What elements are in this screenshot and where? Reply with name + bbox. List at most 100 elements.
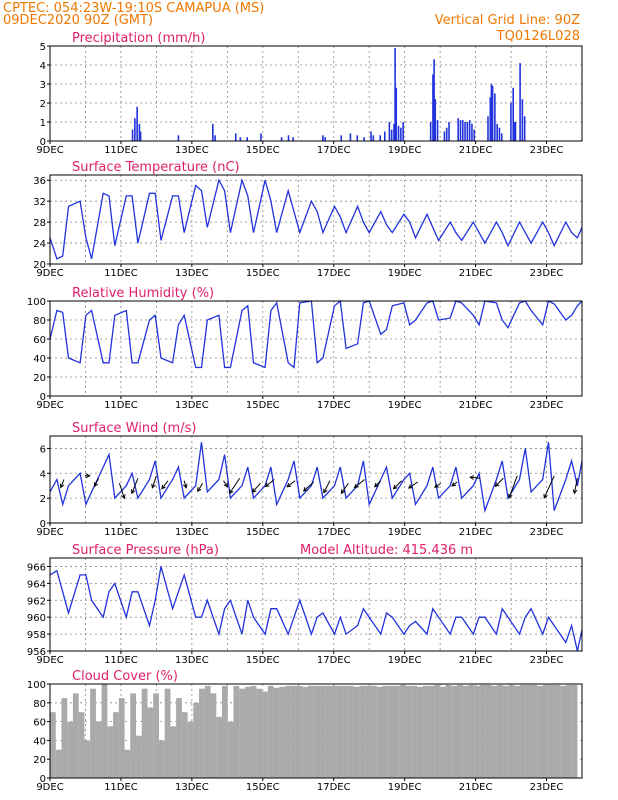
precip-bar bbox=[139, 131, 142, 141]
precip-bar bbox=[514, 122, 517, 141]
cloud-bar bbox=[124, 749, 131, 778]
x-tick-label: 21DEC bbox=[459, 268, 493, 279]
wind-arrow bbox=[131, 478, 139, 494]
cloud-bar bbox=[199, 688, 205, 778]
x-tick-label: 23DEC bbox=[530, 268, 564, 279]
wind-arrow bbox=[197, 482, 204, 492]
precip-bar bbox=[443, 131, 446, 141]
wind-arrow-head bbox=[264, 482, 270, 488]
precip-bar bbox=[177, 135, 180, 141]
x-tick-label: 17DEC bbox=[317, 145, 351, 156]
cloud-bar bbox=[348, 685, 354, 778]
y-tick-label: 2 bbox=[40, 494, 46, 505]
cloud-bar bbox=[67, 721, 73, 778]
panel-frame bbox=[49, 45, 583, 142]
precip-bar bbox=[379, 135, 382, 141]
y-tick-label: 20 bbox=[33, 373, 46, 384]
x-tick-label: 19DEC bbox=[388, 782, 422, 793]
x-tick-label: 15DEC bbox=[246, 400, 280, 411]
panel-5: 0 20 40 60 80 100 9DEC 11DEC 13DEC 15DEC 17DEC 19DE… bbox=[27, 669, 583, 793]
wind-arrow bbox=[573, 478, 578, 494]
cloud-bar bbox=[244, 686, 251, 778]
precip-bar bbox=[490, 84, 493, 141]
x-tick-label: 21DEC bbox=[459, 527, 493, 538]
wind-arrow-head bbox=[374, 482, 379, 488]
cloud-bar bbox=[302, 686, 309, 778]
cloud-bar bbox=[113, 712, 119, 778]
cloud-bar bbox=[520, 684, 526, 778]
cloud-bar bbox=[371, 685, 377, 778]
wind-arrow-head bbox=[223, 482, 229, 488]
x-tick-label: 9DEC bbox=[36, 655, 63, 666]
cloud-bar bbox=[422, 685, 429, 778]
y-tick-label: 80 bbox=[33, 699, 46, 710]
cloud-bar bbox=[95, 721, 102, 778]
cloud-bar bbox=[342, 685, 349, 778]
wind-arrow bbox=[118, 483, 125, 499]
wind-arrow-head bbox=[407, 484, 413, 489]
series-line bbox=[49, 442, 583, 514]
cloud-bar bbox=[531, 684, 538, 778]
cloud-bar bbox=[141, 688, 148, 778]
y-tick-label: 958 bbox=[27, 630, 46, 641]
precip-bar bbox=[356, 135, 359, 141]
x-tick-label: 17DEC bbox=[317, 400, 351, 411]
precip-bar bbox=[239, 137, 242, 141]
wind-arrow bbox=[543, 475, 555, 498]
cloud-bar bbox=[107, 726, 114, 778]
precip-bar bbox=[280, 137, 283, 141]
wind-arrow-head bbox=[59, 483, 65, 489]
panel-2: 0 20 40 60 80 100 9DEC 11DEC 13DEC 15DEC 17DEC 19DE… bbox=[27, 286, 583, 411]
y-tick-label: 24 bbox=[33, 239, 46, 250]
y-tick-label: 2 bbox=[40, 99, 46, 110]
precip-bar bbox=[468, 120, 471, 141]
precip-bar bbox=[131, 129, 134, 141]
precip-bar bbox=[397, 125, 400, 141]
cloud-bar bbox=[393, 685, 400, 778]
cloud-bar bbox=[176, 698, 182, 778]
wind-arrow-head bbox=[251, 488, 257, 494]
x-tick-label: 17DEC bbox=[317, 782, 351, 793]
wind-arrow-head bbox=[85, 473, 91, 479]
x-tick-label: 21DEC bbox=[459, 145, 493, 156]
cloud-bar bbox=[279, 686, 286, 778]
cloud-bar bbox=[416, 686, 423, 778]
cloud-bar bbox=[227, 721, 234, 778]
precip-bar bbox=[513, 122, 516, 141]
x-tick-label: 13DEC bbox=[175, 782, 209, 793]
precip-bar bbox=[491, 85, 494, 141]
y-tick-label: 100 bbox=[27, 297, 46, 308]
x-tick-label: 11DEC bbox=[104, 782, 138, 793]
cloud-bar bbox=[434, 684, 440, 778]
y-tick-label: 60 bbox=[33, 718, 46, 729]
cloud-bar bbox=[221, 685, 228, 778]
cloud-bar bbox=[250, 685, 257, 778]
wind-arrow bbox=[94, 478, 100, 487]
wind-arrow-head bbox=[93, 482, 99, 488]
cloud-bar bbox=[296, 685, 303, 778]
precip-bar bbox=[393, 123, 395, 141]
cloud-bar bbox=[158, 740, 165, 778]
x-tick-label: 15DEC bbox=[246, 268, 280, 279]
x-tick-label: 11DEC bbox=[104, 145, 138, 156]
wind-arrow-head bbox=[286, 482, 292, 488]
cloud-bar bbox=[101, 684, 108, 778]
x-tick-label: 21DEC bbox=[459, 655, 493, 666]
wind-arrow bbox=[451, 481, 458, 487]
cloud-bar bbox=[537, 685, 544, 778]
wind-arrow-head bbox=[451, 482, 457, 487]
panel-title: Cloud Cover (%) bbox=[72, 669, 178, 684]
cloud-bar bbox=[285, 685, 291, 778]
cloud-bar bbox=[468, 684, 475, 778]
precip-bar bbox=[519, 63, 521, 141]
wind-arrow-head bbox=[572, 489, 578, 495]
precip-bar bbox=[459, 120, 462, 141]
panel-title: Precipitation (mm/h) bbox=[72, 31, 205, 46]
cloud-bar bbox=[382, 685, 389, 778]
cloud-bar bbox=[502, 685, 509, 778]
cloud-bar bbox=[491, 685, 498, 778]
y-tick-label: 40 bbox=[33, 354, 46, 365]
cloud-bar bbox=[474, 685, 481, 778]
y-tick-label: 28 bbox=[33, 218, 46, 229]
cloud-bar bbox=[319, 685, 326, 778]
